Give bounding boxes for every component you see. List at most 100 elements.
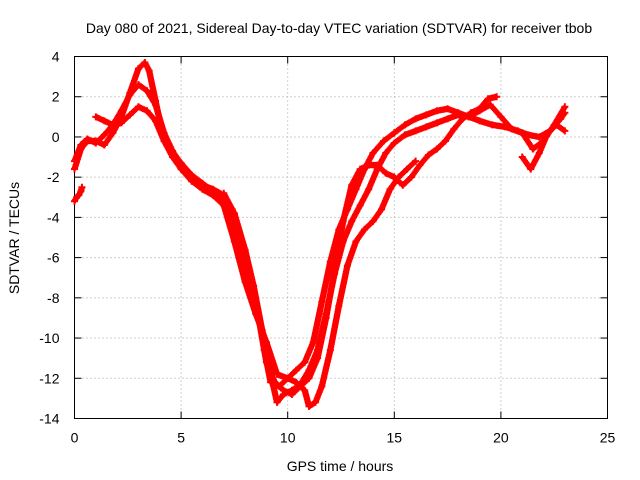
track-markers [118, 92, 133, 113]
track-markers [349, 203, 363, 224]
track-markers [294, 359, 307, 373]
track-markers [383, 170, 397, 180]
track-markers [189, 174, 205, 188]
track-markers [289, 384, 303, 397]
track-markers [274, 392, 286, 405]
x-tick-label: 5 [177, 430, 185, 446]
track-markers [146, 68, 159, 103]
track-markers [340, 219, 355, 244]
track-markers [434, 138, 448, 152]
track-markers [443, 126, 457, 143]
series-satellite-track-6 [518, 121, 569, 173]
track-markers [424, 120, 439, 130]
y-axis-label: SDTVAR / TECUs [6, 182, 22, 294]
track-markers [378, 187, 393, 212]
track-markers [366, 161, 380, 169]
track-markers [200, 182, 215, 192]
track-markers [254, 308, 270, 364]
track-markers [237, 243, 253, 284]
y-tick-labels: -14 -12 -10 -8 -6 -4 -2 0 2 4 [39, 49, 59, 427]
track-markers [242, 280, 259, 316]
track-markers [231, 239, 248, 284]
track-markers [136, 82, 149, 94]
track-markers [331, 219, 347, 272]
y-tick-label: -2 [47, 169, 60, 185]
plot-frame [74, 56, 608, 419]
y-tick-label: -14 [39, 411, 59, 427]
track-markers [344, 239, 359, 268]
track-markers [142, 60, 152, 73]
track-markers [94, 114, 107, 124]
track-markers [220, 203, 238, 244]
chart-title: Day 080 of 2021, Sidereal Day-to-day VTE… [86, 20, 593, 36]
track-markers [272, 380, 286, 393]
track-markers [488, 102, 504, 119]
track-markers [314, 316, 329, 360]
track-markers [477, 96, 491, 111]
track-markers [318, 259, 334, 304]
track-markers [152, 119, 167, 143]
track-markers [362, 219, 376, 232]
x-tick-label: 15 [387, 430, 403, 446]
track-markers [310, 300, 325, 344]
track-markers [558, 110, 568, 121]
track-markers [409, 163, 423, 180]
y-tick-label: -10 [39, 330, 59, 346]
track-markers [400, 174, 414, 188]
track-markers [229, 207, 244, 248]
series-satellite-track-3 [92, 103, 420, 410]
track-markers [383, 140, 397, 156]
track-markers [396, 166, 410, 180]
track-markers [403, 116, 418, 128]
track-markers [353, 227, 367, 244]
track-markers [221, 191, 235, 212]
track-markers [152, 103, 167, 135]
track-markers [375, 162, 388, 176]
track-markers [170, 155, 184, 172]
track-markers [353, 167, 368, 191]
track-markers [469, 106, 482, 116]
track-markers [189, 178, 205, 192]
track-markers [275, 371, 290, 381]
track-markers [392, 122, 407, 136]
track-markers [210, 193, 226, 208]
track-markers [370, 138, 386, 156]
track-markers [76, 189, 84, 198]
track-markers [161, 139, 176, 159]
y-tick-label: 0 [52, 129, 60, 145]
track-markers [536, 131, 551, 155]
y-tick-label: -4 [47, 209, 60, 225]
track-markers [72, 195, 80, 204]
track-markers [404, 158, 418, 172]
track-markers [467, 114, 482, 124]
track-markers [298, 376, 312, 389]
track-markers [357, 187, 372, 208]
track-markers [71, 143, 84, 163]
track-markers [417, 152, 431, 168]
x-tick-label: 0 [71, 430, 79, 446]
track-markers [93, 132, 107, 146]
track-markers [426, 146, 439, 158]
track-markers [119, 112, 133, 126]
track-markers [306, 356, 321, 381]
track-markers [435, 116, 450, 126]
track-markers [318, 348, 334, 389]
track-markers [340, 183, 355, 224]
track-markers [366, 167, 380, 191]
track-markers [111, 120, 124, 128]
track-markers [327, 304, 342, 352]
track-markers [413, 112, 429, 122]
y-tick-label: -6 [47, 250, 60, 266]
track-markers [144, 88, 158, 107]
x-tick-label: 25 [600, 430, 616, 446]
track-markers [554, 122, 567, 134]
track-markers [78, 185, 85, 194]
track-markers [285, 375, 299, 385]
y-tick-label: -8 [47, 290, 60, 306]
track-markers [335, 264, 351, 308]
track-markers [144, 108, 158, 123]
track-markers [349, 167, 363, 188]
track-markers [312, 384, 325, 405]
track-markers [178, 167, 194, 184]
y-tick-label: -12 [39, 370, 59, 386]
